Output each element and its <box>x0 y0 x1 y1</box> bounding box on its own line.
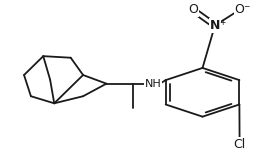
Text: Cl: Cl <box>233 138 246 152</box>
Text: O: O <box>235 3 245 16</box>
Text: −: − <box>243 2 250 11</box>
Text: N: N <box>210 19 220 32</box>
Text: +: + <box>219 17 225 27</box>
Text: O: O <box>188 3 198 16</box>
Text: NH: NH <box>145 79 161 89</box>
